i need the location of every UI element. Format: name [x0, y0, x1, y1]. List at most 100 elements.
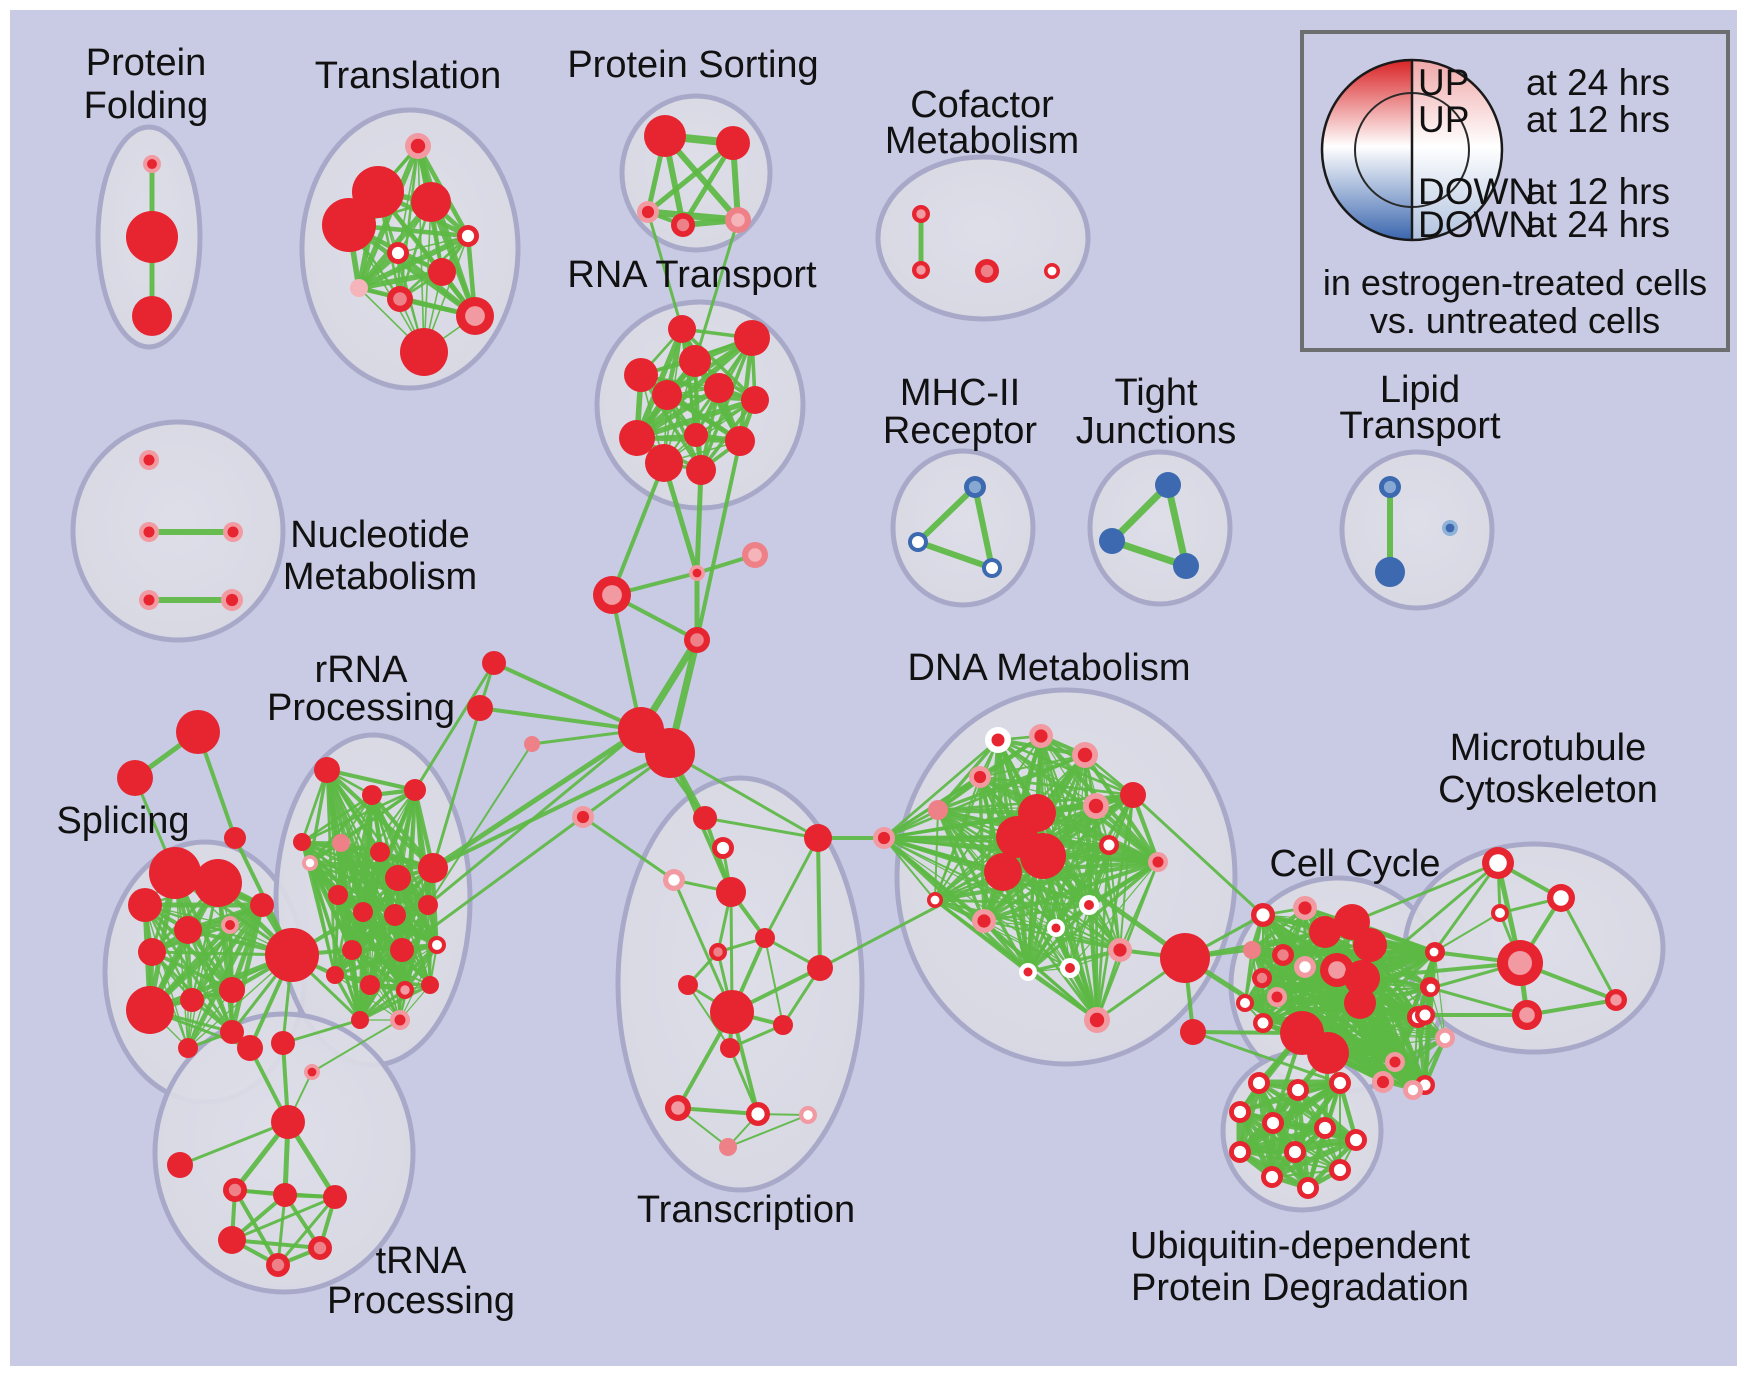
node-rrna-13[interactable]	[390, 938, 414, 962]
node-rna_transport-5[interactable]	[704, 373, 734, 403]
node-rna_transport-8[interactable]	[684, 423, 708, 447]
node-rrna-21[interactable]	[293, 833, 311, 851]
node-bridge-14[interactable]	[237, 1035, 263, 1061]
node-cell_cycle-13[interactable]	[1344, 960, 1380, 996]
node-trna-1[interactable]	[167, 1152, 193, 1178]
node-cell_cycle-14[interactable]	[1344, 987, 1376, 1019]
node-transcription-11[interactable]	[720, 1038, 740, 1058]
cluster-label-mhc2: MHC-II	[900, 372, 1020, 414]
edge-transcription	[763, 836, 820, 940]
node-protein_folding-2[interactable]	[132, 296, 172, 336]
node-rrna-9[interactable]	[353, 902, 373, 922]
node-rna_transport-6[interactable]	[741, 386, 769, 414]
node-translation-7[interactable]	[350, 279, 368, 297]
node-splicing-7[interactable]	[126, 986, 174, 1034]
node-transcription-4[interactable]	[804, 824, 832, 852]
node-cell_cycle-11[interactable]	[1353, 928, 1387, 962]
node-splicing-9[interactable]	[219, 977, 245, 1003]
node-transcription-7[interactable]	[678, 975, 698, 995]
node-bridge-11[interactable]	[176, 710, 220, 754]
node-dna-12[interactable]	[984, 853, 1022, 891]
node-translation-10[interactable]	[400, 328, 448, 376]
cluster-label-rrna: Processing	[267, 687, 455, 729]
node-cell_cycle-16[interactable]	[1307, 1032, 1349, 1074]
cluster-label-protein_sorting: Protein Sorting	[567, 44, 818, 86]
node-bridge-10[interactable]	[1160, 933, 1210, 983]
node-splicing-12[interactable]	[250, 893, 274, 917]
node-lipid-1[interactable]	[1375, 557, 1405, 587]
node-transcription-10[interactable]	[773, 1015, 793, 1035]
node-rrna-3[interactable]	[332, 834, 350, 852]
node-transcription-0[interactable]	[693, 806, 717, 830]
node-transcription-15[interactable]	[719, 1138, 737, 1156]
node-rrna-16[interactable]	[326, 966, 344, 984]
node-bridge-17[interactable]	[1180, 1019, 1206, 1045]
node-trna-3[interactable]	[273, 1183, 297, 1207]
node-trna-0[interactable]	[271, 1105, 305, 1139]
node-splicing-8[interactable]	[180, 988, 204, 1012]
node-splicing-11[interactable]	[220, 1020, 244, 1044]
node-rrna-8[interactable]	[328, 885, 348, 905]
node-protein_sorting-0[interactable]	[644, 115, 686, 157]
node-tight-2[interactable]	[1173, 553, 1199, 579]
node-rrna-19[interactable]	[351, 1011, 369, 1029]
node-tight-0[interactable]	[1155, 472, 1181, 498]
node-transcription-9[interactable]	[710, 990, 754, 1034]
node-rna_transport-1[interactable]	[734, 320, 770, 356]
node-splicing-10[interactable]	[178, 1038, 198, 1058]
node-cell_cycle-9[interactable]	[1309, 916, 1341, 948]
node-rna_transport-10[interactable]	[645, 444, 683, 482]
node-protein_sorting-1[interactable]	[716, 126, 750, 160]
node-rna_transport-4[interactable]	[652, 380, 682, 410]
node-rna_transport-3[interactable]	[624, 358, 658, 392]
node-splicing-1[interactable]	[149, 847, 201, 899]
node-translation-2[interactable]	[411, 182, 451, 222]
node-bridge-13[interactable]	[224, 827, 246, 849]
node-rna_transport-2[interactable]	[679, 345, 711, 377]
node-rrna-1[interactable]	[362, 785, 382, 805]
node-bridge-6[interactable]	[482, 651, 506, 675]
node-transcription-8[interactable]	[807, 955, 833, 981]
node-splicing-6[interactable]	[138, 938, 166, 966]
node-splicing-3[interactable]	[128, 888, 162, 922]
node-dna-4[interactable]	[928, 800, 948, 820]
node-bridge-12[interactable]	[117, 760, 153, 796]
node-trna-5[interactable]	[218, 1226, 246, 1254]
node-dna-6[interactable]	[1120, 782, 1146, 808]
node-rrna-15[interactable]	[360, 975, 380, 995]
node-splicing-2[interactable]	[194, 859, 242, 907]
node-rrna-0[interactable]	[314, 757, 340, 783]
node-rrna-6[interactable]	[385, 865, 411, 891]
node-rna_transport-11[interactable]	[686, 455, 716, 485]
edge-link	[818, 870, 1005, 970]
node-splicing-0[interactable]	[265, 928, 319, 982]
node-core-cell_cycle-21	[1376, 1075, 1390, 1089]
node-rna_transport-0[interactable]	[668, 315, 696, 343]
node-tight-1[interactable]	[1099, 528, 1125, 554]
edge-rrna	[350, 948, 362, 1022]
node-rrna-11[interactable]	[418, 895, 438, 915]
node-bridge-7[interactable]	[467, 695, 493, 721]
node-rrna-5[interactable]	[370, 842, 390, 862]
node-protein_folding-1[interactable]	[126, 211, 178, 263]
node-rna_transport-7[interactable]	[619, 420, 655, 456]
node-core-lipid-2	[1445, 523, 1455, 533]
node-rrna-18[interactable]	[421, 976, 439, 994]
node-rrna-7[interactable]	[418, 853, 448, 883]
node-rna_transport-9[interactable]	[725, 426, 755, 456]
node-bridge-8[interactable]	[524, 736, 540, 752]
cluster-label-transcription: Transcription	[637, 1189, 855, 1231]
node-rrna-12[interactable]	[342, 940, 362, 960]
node-rrna-10[interactable]	[384, 904, 406, 926]
node-bridge-5[interactable]	[645, 728, 695, 778]
node-trna-4[interactable]	[323, 1185, 347, 1209]
node-translation-6[interactable]	[428, 258, 456, 286]
node-bridge-15[interactable]	[271, 1031, 295, 1055]
node-dna-9[interactable]	[1020, 833, 1066, 879]
node-translation-3[interactable]	[322, 198, 376, 252]
node-transcription-5[interactable]	[755, 928, 775, 948]
node-rrna-2[interactable]	[404, 779, 426, 801]
node-splicing-4[interactable]	[174, 916, 202, 944]
node-cell_cycle-2[interactable]	[1243, 941, 1261, 959]
node-transcription-3[interactable]	[716, 877, 746, 907]
